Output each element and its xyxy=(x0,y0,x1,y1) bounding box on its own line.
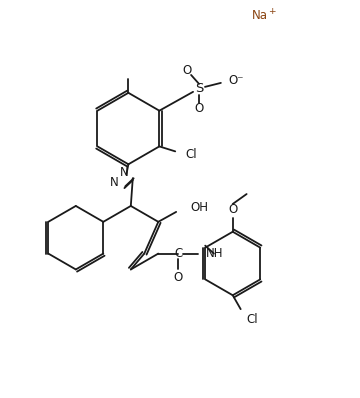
Text: O⁻: O⁻ xyxy=(229,74,244,88)
Text: +: + xyxy=(268,7,276,16)
Text: O: O xyxy=(228,203,237,217)
Text: O: O xyxy=(183,64,192,78)
Text: Cl: Cl xyxy=(247,312,258,326)
Text: N: N xyxy=(120,166,129,179)
Text: Cl: Cl xyxy=(185,148,197,161)
Text: O: O xyxy=(174,271,183,284)
Text: C: C xyxy=(174,247,182,260)
Text: Na: Na xyxy=(251,9,267,22)
Text: O: O xyxy=(194,102,204,115)
Text: N: N xyxy=(110,176,118,189)
Text: NH: NH xyxy=(206,247,224,260)
Text: S: S xyxy=(195,82,203,96)
Text: OH: OH xyxy=(190,201,208,215)
